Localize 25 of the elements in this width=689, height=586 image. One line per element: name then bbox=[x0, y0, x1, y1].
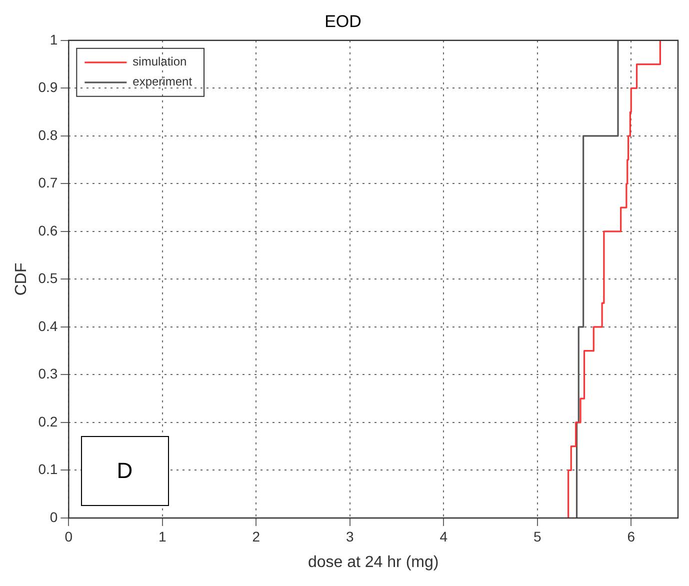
y-tick-label: 0.7 bbox=[38, 174, 58, 191]
y-tick-label: 0.6 bbox=[38, 222, 58, 238]
y-tick-label: 0.8 bbox=[38, 126, 58, 143]
y-tick-label: 1 bbox=[50, 31, 58, 48]
y-tick-label: 0.9 bbox=[38, 79, 58, 96]
x-tick-label: 5 bbox=[533, 528, 542, 544]
y-tick-label: 0.1 bbox=[38, 461, 58, 478]
legend-label: experiment bbox=[132, 74, 193, 89]
x-tick-label: 6 bbox=[627, 528, 636, 544]
y-tick-label: 0 bbox=[50, 508, 58, 525]
annotation: D bbox=[116, 458, 133, 484]
x-tick-label: 4 bbox=[440, 528, 448, 544]
x-tick-label: 0 bbox=[64, 528, 73, 544]
y-tick-label: 0.3 bbox=[38, 366, 58, 382]
y-tick-label: 0.5 bbox=[38, 270, 58, 286]
y-tick-label: 0.4 bbox=[38, 318, 58, 334]
y-axis-title: CDF bbox=[13, 262, 30, 296]
panel-letter-box: D bbox=[80, 436, 169, 506]
x-tick-label: 3 bbox=[346, 528, 354, 544]
legend-label: simulation bbox=[132, 54, 187, 69]
x-tick-label: 2 bbox=[252, 528, 260, 544]
x-tick-label: 1 bbox=[158, 528, 167, 544]
y-tick-label: 0.2 bbox=[38, 413, 58, 430]
chart-title: EOD bbox=[324, 12, 362, 31]
x-axis-title: dose at 24 hr (mg) bbox=[308, 554, 439, 571]
